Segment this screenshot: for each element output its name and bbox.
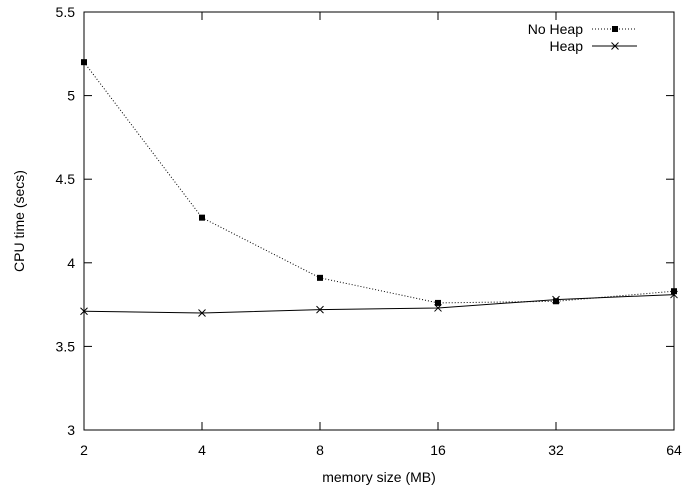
data-point-heap [552, 295, 560, 304]
x-tick-label: 64 [666, 442, 682, 458]
y-tick-label: 4.5 [56, 171, 76, 187]
y-tick-label: 3.5 [56, 338, 76, 354]
data-point-heap [316, 305, 324, 314]
series-no-heap [81, 59, 677, 306]
legend-label: Heap [550, 38, 584, 54]
y-tick-label: 3 [67, 422, 75, 438]
data-point-heap [80, 307, 88, 316]
legend-label: No Heap [528, 21, 583, 37]
x-axis: 2 4 8 16 32 64 [80, 12, 682, 458]
x-tick-label: 16 [430, 442, 446, 458]
data-point-no-heap [553, 298, 559, 305]
x-tick-label: 8 [316, 442, 324, 458]
x-tick-label: 4 [198, 442, 206, 458]
data-point-heap [670, 290, 678, 299]
series-layer [80, 59, 678, 317]
legend-marker [612, 26, 618, 32]
data-point-no-heap [435, 299, 441, 306]
y-tick-label: 4 [67, 255, 75, 271]
data-point-heap [434, 304, 442, 312]
data-point-no-heap [317, 274, 323, 281]
data-point-no-heap [81, 59, 87, 66]
x-axis-title: memory size (MB) [322, 469, 436, 485]
data-point-heap [198, 309, 206, 317]
y-tick-label: 5.5 [56, 4, 76, 20]
series-heap [80, 290, 678, 317]
y-axis-title: CPU time (secs) [11, 170, 27, 272]
x-tick-label: 2 [80, 442, 88, 458]
y-axis: 3 3.5 4 4.5 5 5.5 [56, 4, 674, 438]
legend-item-heap: Heap [550, 38, 637, 54]
legend-marker [611, 42, 619, 50]
series-line-no-heap [83, 61, 675, 304]
legend-item-no-heap: No Heap [528, 21, 637, 37]
data-point-no-heap [199, 214, 205, 221]
series-line-heap [83, 294, 675, 314]
plot-frame [83, 11, 675, 431]
data-point-no-heap [671, 288, 677, 295]
y-tick-label: 5 [67, 88, 75, 104]
x-tick-label: 32 [548, 442, 564, 458]
